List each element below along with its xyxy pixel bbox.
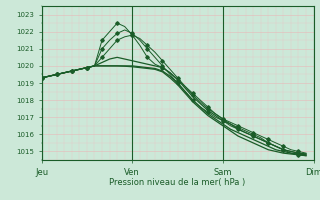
X-axis label: Pression niveau de la mer( hPa ): Pression niveau de la mer( hPa ) [109,178,246,187]
